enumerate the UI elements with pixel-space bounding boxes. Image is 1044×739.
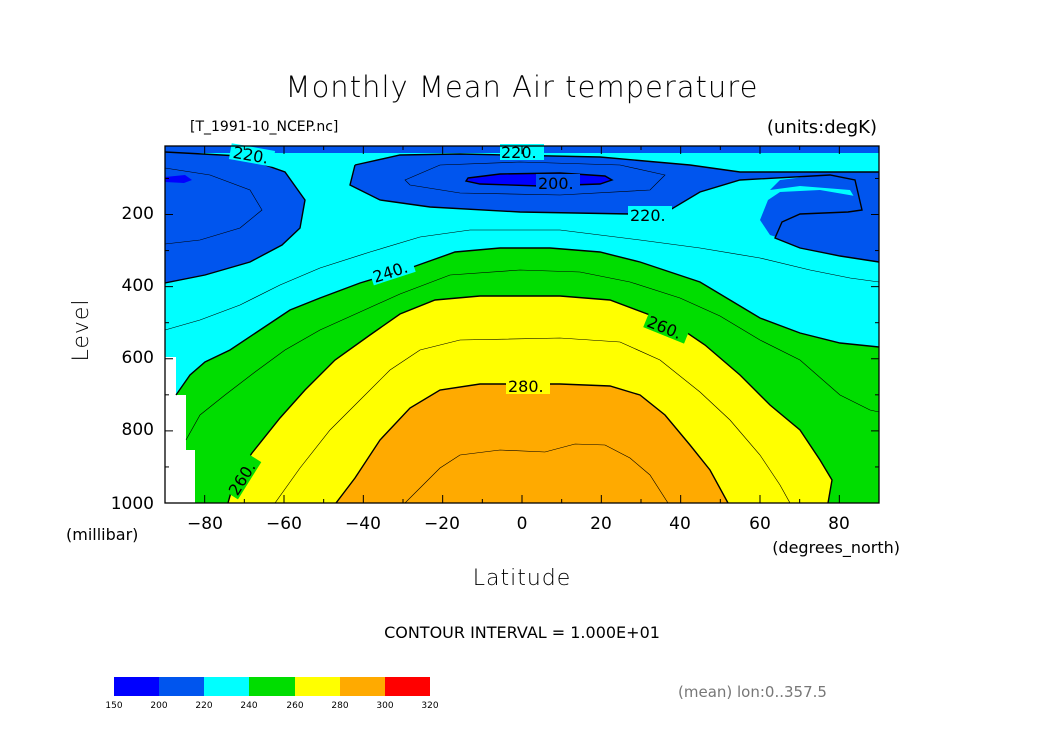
y-tick-label: 400 [122,276,154,296]
colorbar-swatch [340,677,385,696]
colorbar-swatch [249,677,295,696]
colorbar-label: 220 [195,701,212,711]
colorbar-swatch [295,677,340,696]
contour-line-thin-1 [165,167,263,245]
x-axis: −80 −60 −40 −20 0 20 40 60 80 (degrees_n… [164,146,900,591]
contour-line-200 [464,172,614,187]
y-tick-label: 800 [122,420,154,440]
colorbar-label: 200 [150,701,167,711]
y-axis: 200 400 600 800 1000 (millibar) Level [66,177,879,544]
colorbar-swatch [159,677,204,696]
colorbar-label: 260 [286,701,303,711]
y-tick-label: 600 [122,348,154,368]
contour-lines [165,151,879,503]
colorbar-swatch [204,677,249,696]
contour-line-thin-3 [165,229,879,331]
contour-line-thin-5 [274,337,791,503]
contour-fills [165,146,879,503]
contour-interval-label: CONTOUR INTERVAL = 1.000E+01 [384,623,660,642]
footer-lon-label: (mean) lon:0..357.5 [678,683,827,701]
y-units: (millibar) [66,525,138,544]
contour-label: 220. [501,143,537,162]
missing-data [165,357,195,503]
contour-line-240 [175,247,879,396]
fill-200-220-left [165,152,305,283]
contour-line-260 [227,295,833,503]
fill-280-300 [336,384,728,503]
colorbar-label: 280 [331,701,348,711]
contour-label: 220. [630,206,666,225]
x-tick-label: 20 [590,514,612,534]
contour-label: 200. [538,174,574,193]
x-axis-title: Latitude [473,566,572,591]
x-tick-label: −80 [187,514,223,534]
x-tick-label: 80 [828,514,850,534]
colorbar-swatch [114,677,159,696]
fill-200-220-right [770,172,879,262]
x-tick-label: 0 [517,514,528,534]
x-tick-label: −40 [345,514,381,534]
colorbar-label: 320 [421,701,438,711]
chart-title: Monthly Mean Air temperature [286,70,759,104]
contour-label: 280. [508,377,544,396]
file-label: [T_1991-10_NCEP.nc] [190,119,338,135]
y-tick-label: 1000 [111,494,154,514]
contour-line-220-center-b [349,164,879,263]
contour-line-thin-6 [404,443,669,503]
x-tick-label: 40 [669,514,691,534]
contour-line-thin-4 [185,269,879,441]
y-tick-label: 200 [122,204,154,224]
x-units: (degrees_north) [772,538,900,558]
colorbar-label: 150 [105,701,122,711]
fill-150-200-left [165,175,192,183]
contour-line-thin-2 [404,161,666,196]
y-axis-title: Level [69,298,94,361]
colorbar-swatch [385,677,430,696]
contour-line-280 [335,383,729,503]
units-label: (units:degK) [767,117,877,138]
x-tick-label: 60 [749,514,771,534]
colorbar: 150 200 220 240 260 280 300 320 [105,677,439,711]
colorbar-label: 300 [376,701,393,711]
colorbar-label: 240 [240,701,257,711]
contour-line-220-center [354,153,879,173]
x-tick-label: −20 [424,514,460,534]
x-tick-label: −60 [266,514,302,534]
